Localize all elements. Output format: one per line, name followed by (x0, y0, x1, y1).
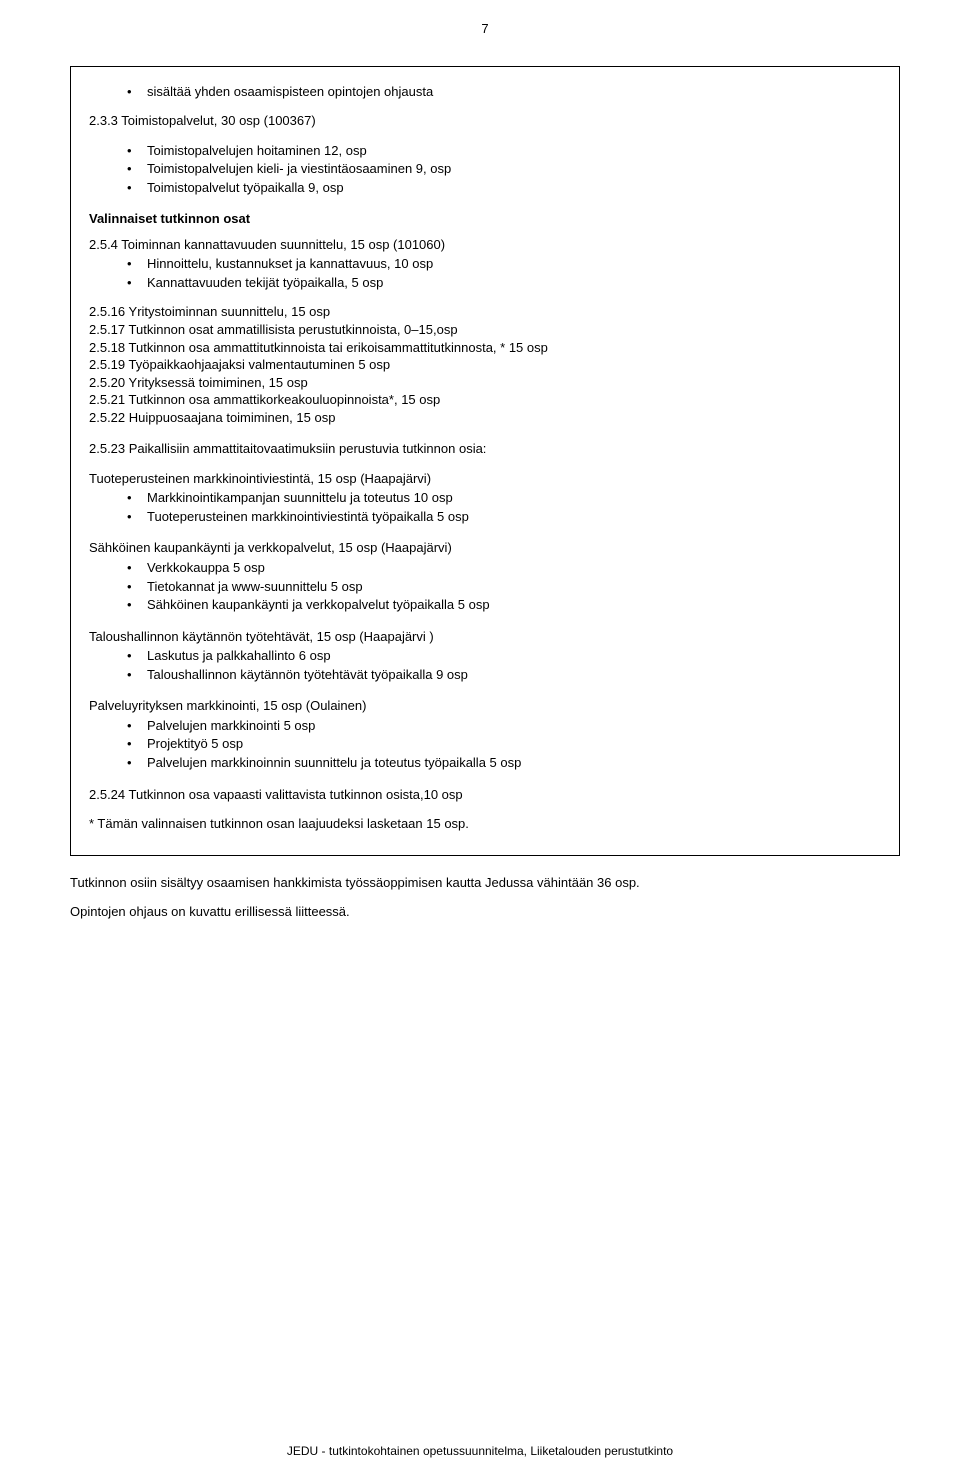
heading-2524: 2.5.24 Tutkinnon osa vapaasti valittavis… (89, 786, 881, 804)
bullet-list-254: Hinnoittelu, kustannukset ja kannattavuu… (89, 255, 881, 291)
text-line: 2.5.20 Yrityksessä toimiminen, 15 osp (89, 374, 881, 392)
group-title: Palveluyrityksen markkinointi, 15 osp (O… (89, 697, 881, 715)
below-frame: Tutkinnon osiin sisältyy osaamisen hankk… (70, 874, 900, 921)
group-palveluyrityksen: Palveluyrityksen markkinointi, 15 osp (O… (89, 697, 881, 771)
list-item: Laskutus ja palkkahallinto 6 osp (127, 647, 881, 665)
list-item: Tuoteperusteinen markkinointiviestintä t… (127, 508, 881, 526)
heading-254: 2.5.4 Toiminnan kannattavuuden suunnitte… (89, 236, 881, 254)
content-frame: sisältää yhden osaamispisteen opintojen … (70, 66, 900, 856)
bullet-list: Palvelujen markkinointi 5 osp Projektity… (89, 717, 881, 772)
bullet-list: Markkinointikampanjan suunnittelu ja tot… (89, 489, 881, 525)
list-item: Markkinointikampanjan suunnittelu ja tot… (127, 489, 881, 507)
group-title: Sähköinen kaupankäynti ja verkkopalvelut… (89, 539, 881, 557)
text-line: 2.5.19 Työpaikkaohjaajaksi valmentautumi… (89, 356, 881, 374)
footnote-star: * Tämän valinnaisen tutkinnon osan laaju… (89, 815, 881, 833)
list-item: Sähköinen kaupankäynti ja verkkopalvelut… (127, 596, 881, 614)
list-item: Toimistopalvelujen kieli- ja viestintäos… (127, 160, 881, 178)
list-item: sisältää yhden osaamispisteen opintojen … (127, 83, 881, 101)
text-line: 2.5.17 Tutkinnon osat ammatillisista per… (89, 321, 881, 339)
bullet-list-233: Toimistopalvelujen hoitaminen 12, osp To… (89, 142, 881, 197)
page-number: 7 (70, 20, 900, 38)
bullet-list: Laskutus ja palkkahallinto 6 osp Taloush… (89, 647, 881, 683)
heading-valinnaiset: Valinnaiset tutkinnon osat (89, 210, 881, 228)
text-line: 2.5.18 Tutkinnon osa ammattitutkinnoista… (89, 339, 881, 357)
below-line-2: Opintojen ohjaus on kuvattu erillisessä … (70, 903, 900, 921)
list-item: Palvelujen markkinoinnin suunnittelu ja … (127, 754, 881, 772)
bullet-list: Verkkokauppa 5 osp Tietokannat ja www-su… (89, 559, 881, 614)
bullet-list-intro: sisältää yhden osaamispisteen opintojen … (89, 83, 881, 101)
group-tuoteperusteinen: Tuoteperusteinen markkinointiviestintä, … (89, 470, 881, 526)
list-item: Projektityö 5 osp (127, 735, 881, 753)
list-item: Toimistopalvelujen hoitaminen 12, osp (127, 142, 881, 160)
list-item: Verkkokauppa 5 osp (127, 559, 881, 577)
list-item: Toimistopalvelut työpaikalla 9, osp (127, 179, 881, 197)
text-line: 2.5.22 Huippuosaajana toimiminen, 15 osp (89, 409, 881, 427)
group-title: Taloushallinnon käytännön työtehtävät, 1… (89, 628, 881, 646)
list-item: Kannattavuuden tekijät työpaikalla, 5 os… (127, 274, 881, 292)
list-item: Palvelujen markkinointi 5 osp (127, 717, 881, 735)
list-item: Taloushallinnon käytännön työtehtävät ty… (127, 666, 881, 684)
list-item: Hinnoittelu, kustannukset ja kannattavuu… (127, 255, 881, 273)
list-item: Tietokannat ja www-suunnittelu 5 osp (127, 578, 881, 596)
group-sahkoinen: Sähköinen kaupankäynti ja verkkopalvelut… (89, 539, 881, 613)
page-footer: JEDU - tutkintokohtainen opetussuunnitel… (0, 1443, 960, 1459)
page: 7 sisältää yhden osaamispisteen opintoje… (0, 0, 960, 1479)
text-line: 2.5.16 Yritystoiminnan suunnittelu, 15 o… (89, 303, 881, 321)
group-title: Tuoteperusteinen markkinointiviestintä, … (89, 470, 881, 488)
group-taloushallinnon: Taloushallinnon käytännön työtehtävät, 1… (89, 628, 881, 684)
text-line: 2.5.21 Tutkinnon osa ammattikorkeakouluo… (89, 391, 881, 409)
heading-233: 2.3.3 Toimistopalvelut, 30 osp (100367) (89, 112, 881, 130)
below-line-1: Tutkinnon osiin sisältyy osaamisen hankk… (70, 874, 900, 892)
list-25x: 2.5.16 Yritystoiminnan suunnittelu, 15 o… (89, 303, 881, 426)
heading-2523: 2.5.23 Paikallisiin ammattitaitovaatimuk… (89, 440, 881, 458)
